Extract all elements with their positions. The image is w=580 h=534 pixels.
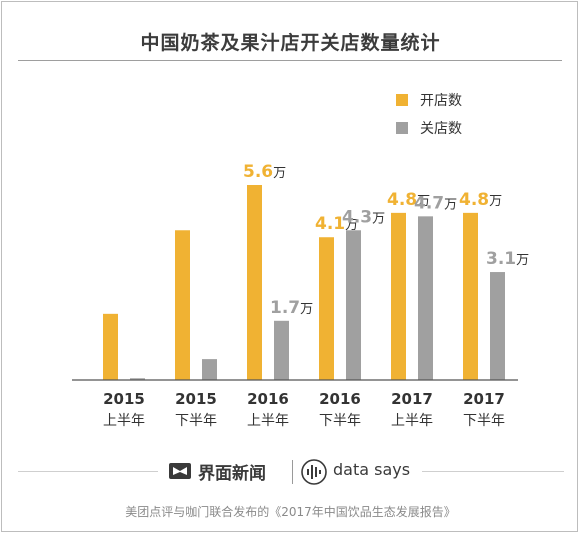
x-tick-half-0: 上半年 xyxy=(103,413,145,429)
legend-swatch-1 xyxy=(396,122,408,134)
bar-1-2 xyxy=(274,320,289,380)
legend-label-1: 关店数 xyxy=(420,121,462,137)
sound-wave-icon xyxy=(301,459,327,485)
bar-1-3 xyxy=(346,230,361,380)
bar-0-3 xyxy=(319,237,334,380)
brand-row: 界面新闻 data says xyxy=(2,454,579,490)
data-label-0-4: 4.8万 xyxy=(387,190,430,210)
bar-1-5 xyxy=(490,272,505,380)
data-label-0-5: 4.8万 xyxy=(459,190,502,210)
x-tick-half-1: 下半年 xyxy=(175,413,217,429)
x-tick-year-0: 2015 xyxy=(103,390,145,408)
legend-label-0: 开店数 xyxy=(420,93,462,109)
data-label-1-3: 4.3万 xyxy=(342,207,385,227)
bar-0-1 xyxy=(175,230,190,380)
data-label-0-2: 5.6万 xyxy=(243,162,286,182)
bar-chart: 开店数关店数2015上半年2015下半年5.6万1.7万2016上半年4.1万4… xyxy=(72,93,529,429)
legend-swatch-0 xyxy=(396,94,408,106)
bar-0-0 xyxy=(103,313,118,380)
x-tick-half-2: 上半年 xyxy=(247,413,289,429)
bar-1-4 xyxy=(418,216,433,380)
bar-0-5 xyxy=(463,212,478,380)
title-divider xyxy=(18,60,562,61)
jiemian-logo-icon xyxy=(169,463,191,479)
data-label-1-4: 4.7万 xyxy=(414,193,457,213)
x-tick-half-3: 下半年 xyxy=(319,413,361,429)
x-tick-year-4: 2017 xyxy=(391,390,433,408)
brand-divider-right xyxy=(422,471,564,472)
data-label-1-5: 3.1万 xyxy=(486,249,529,269)
x-tick-year-5: 2017 xyxy=(463,390,505,408)
data-label-1-2: 1.7万 xyxy=(270,298,313,318)
x-tick-year-3: 2016 xyxy=(319,390,361,408)
x-tick-year-1: 2015 xyxy=(175,390,217,408)
data-label-0-3: 4.1万 xyxy=(315,214,358,234)
jiemian-brand-text: 界面新闻 xyxy=(198,464,266,484)
bar-1-1 xyxy=(202,359,217,380)
brand-separator xyxy=(292,460,293,484)
chart-title: 中国奶茶及果汁店开关店数量统计 xyxy=(140,32,441,54)
x-tick-half-4: 上半年 xyxy=(391,413,433,429)
datasays-brand-text: data says xyxy=(333,460,411,479)
bar-0-2 xyxy=(247,185,262,380)
bar-0-4 xyxy=(391,212,406,380)
source-note: 美团点评与咖门联合发布的《2017年中国饮品生态发展报告》 xyxy=(125,505,456,519)
x-tick-year-2: 2016 xyxy=(247,390,289,408)
bar-1-0 xyxy=(130,378,145,380)
x-tick-half-5: 下半年 xyxy=(463,413,505,429)
brand-divider-left xyxy=(18,471,158,472)
